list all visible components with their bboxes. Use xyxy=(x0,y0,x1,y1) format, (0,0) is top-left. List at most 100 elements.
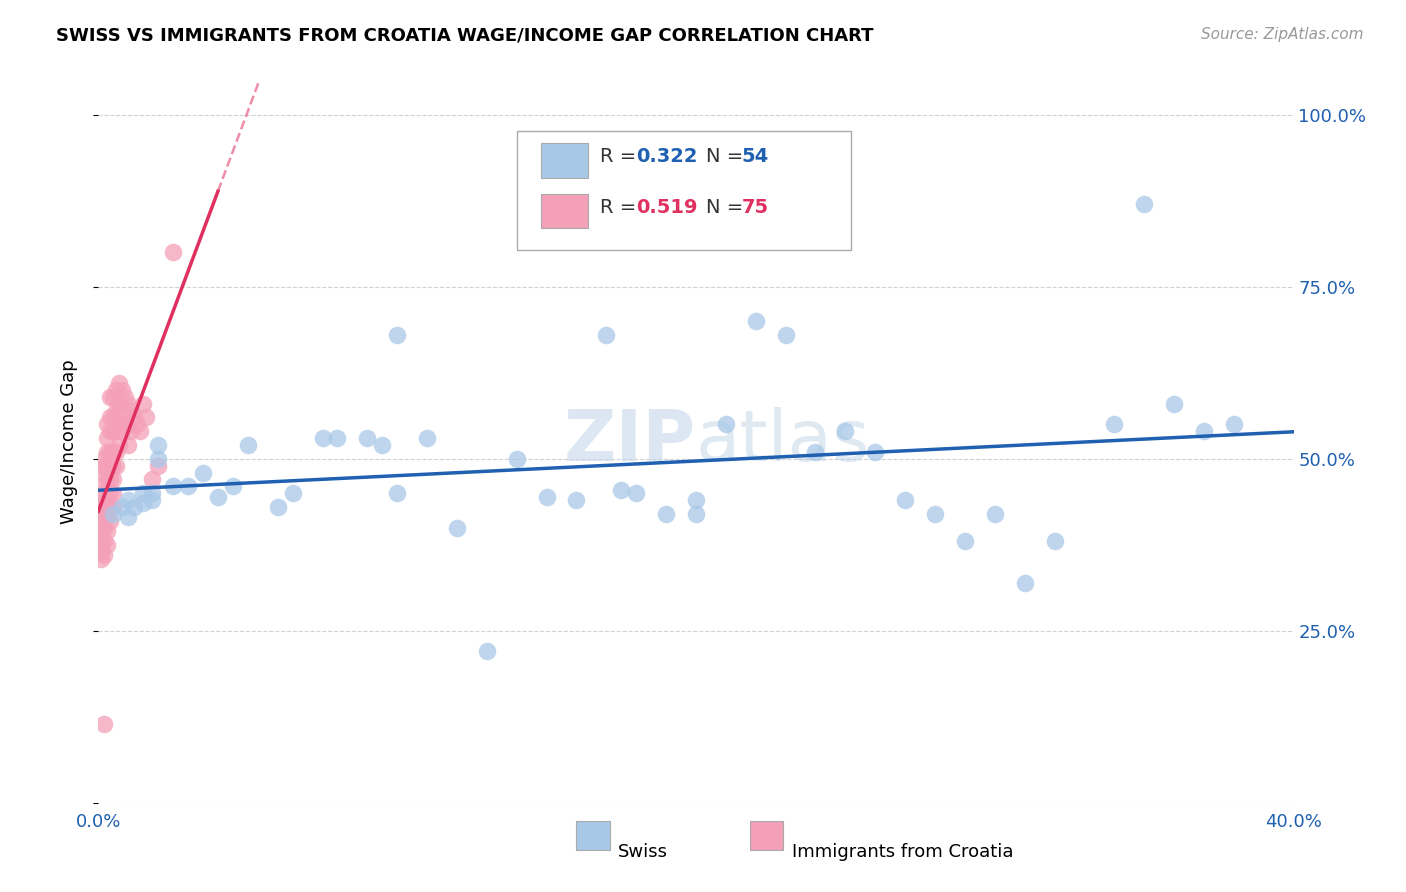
Point xyxy=(804,445,827,459)
Point xyxy=(96,538,118,552)
Point xyxy=(127,417,149,432)
Bar xyxy=(541,194,589,228)
Point xyxy=(103,472,125,486)
Point xyxy=(96,486,118,500)
Point xyxy=(610,483,633,497)
Point xyxy=(129,424,152,438)
Point xyxy=(96,472,118,486)
Point xyxy=(93,486,115,500)
Point xyxy=(655,507,678,521)
Point xyxy=(93,500,115,514)
Point xyxy=(117,438,139,452)
Point xyxy=(93,534,115,549)
Point xyxy=(236,438,259,452)
Point xyxy=(98,472,122,486)
Point xyxy=(132,486,155,500)
Point xyxy=(93,466,115,480)
Bar xyxy=(541,143,589,178)
Point xyxy=(124,500,146,514)
Point xyxy=(114,417,136,432)
Point xyxy=(685,507,707,521)
Point xyxy=(98,486,122,500)
Text: N =: N = xyxy=(706,147,749,167)
Point xyxy=(595,327,617,342)
Point xyxy=(96,524,118,538)
Point xyxy=(108,397,131,411)
Point xyxy=(385,327,409,342)
Point xyxy=(565,493,588,508)
Text: 54: 54 xyxy=(741,147,769,167)
Text: atlas: atlas xyxy=(696,407,870,476)
Point xyxy=(93,510,115,524)
Point xyxy=(98,424,122,438)
Point xyxy=(1192,424,1215,438)
Point xyxy=(117,510,139,524)
Point xyxy=(98,410,122,425)
Point xyxy=(108,438,131,452)
Point xyxy=(177,479,200,493)
Text: Swiss: Swiss xyxy=(619,843,668,861)
Point xyxy=(1163,397,1185,411)
Point xyxy=(162,245,184,260)
Point xyxy=(93,548,115,562)
Point xyxy=(111,403,134,417)
Point xyxy=(111,424,134,438)
Point xyxy=(894,493,917,508)
Point xyxy=(90,517,112,532)
Point xyxy=(475,644,498,658)
Text: 0.519: 0.519 xyxy=(636,198,697,217)
Text: N =: N = xyxy=(706,198,749,217)
Bar xyxy=(749,821,783,850)
Point xyxy=(90,500,112,514)
Text: Source: ZipAtlas.com: Source: ZipAtlas.com xyxy=(1201,27,1364,42)
Point xyxy=(834,424,856,438)
Point xyxy=(1043,534,1066,549)
Point xyxy=(506,451,529,466)
Point xyxy=(1133,197,1156,211)
Point xyxy=(93,520,115,534)
Point xyxy=(98,390,122,404)
Point xyxy=(745,314,768,328)
Point xyxy=(446,520,468,534)
Point xyxy=(105,458,128,473)
Point xyxy=(98,500,122,514)
Point xyxy=(132,397,155,411)
Point xyxy=(96,510,118,524)
Point xyxy=(311,431,333,445)
Point xyxy=(93,479,115,493)
Point xyxy=(148,451,170,466)
Point xyxy=(124,410,146,425)
Point xyxy=(626,486,648,500)
Text: Immigrants from Croatia: Immigrants from Croatia xyxy=(792,843,1014,861)
Point xyxy=(111,500,134,514)
Point xyxy=(108,417,131,432)
Point xyxy=(953,534,976,549)
Point xyxy=(93,451,115,466)
Text: SWISS VS IMMIGRANTS FROM CROATIA WAGE/INCOME GAP CORRELATION CHART: SWISS VS IMMIGRANTS FROM CROATIA WAGE/IN… xyxy=(56,27,873,45)
Point xyxy=(1014,575,1036,590)
Point xyxy=(90,544,112,558)
Point xyxy=(148,438,170,452)
Point xyxy=(96,496,118,510)
Point xyxy=(108,376,131,390)
Point xyxy=(103,500,125,514)
Text: R =: R = xyxy=(600,147,643,167)
Point xyxy=(90,510,112,524)
Point xyxy=(120,424,142,438)
Point xyxy=(385,486,409,500)
Point xyxy=(96,445,118,459)
Point xyxy=(103,486,125,500)
Point xyxy=(984,507,1007,521)
Point xyxy=(714,417,737,432)
Point xyxy=(924,507,946,521)
Point xyxy=(90,551,112,566)
Point xyxy=(141,472,163,486)
Point xyxy=(191,466,214,480)
Point xyxy=(90,538,112,552)
Point xyxy=(103,445,125,459)
Point xyxy=(267,500,290,514)
Point xyxy=(98,445,122,459)
Point xyxy=(536,490,558,504)
Point xyxy=(685,493,707,508)
Point xyxy=(371,438,394,452)
